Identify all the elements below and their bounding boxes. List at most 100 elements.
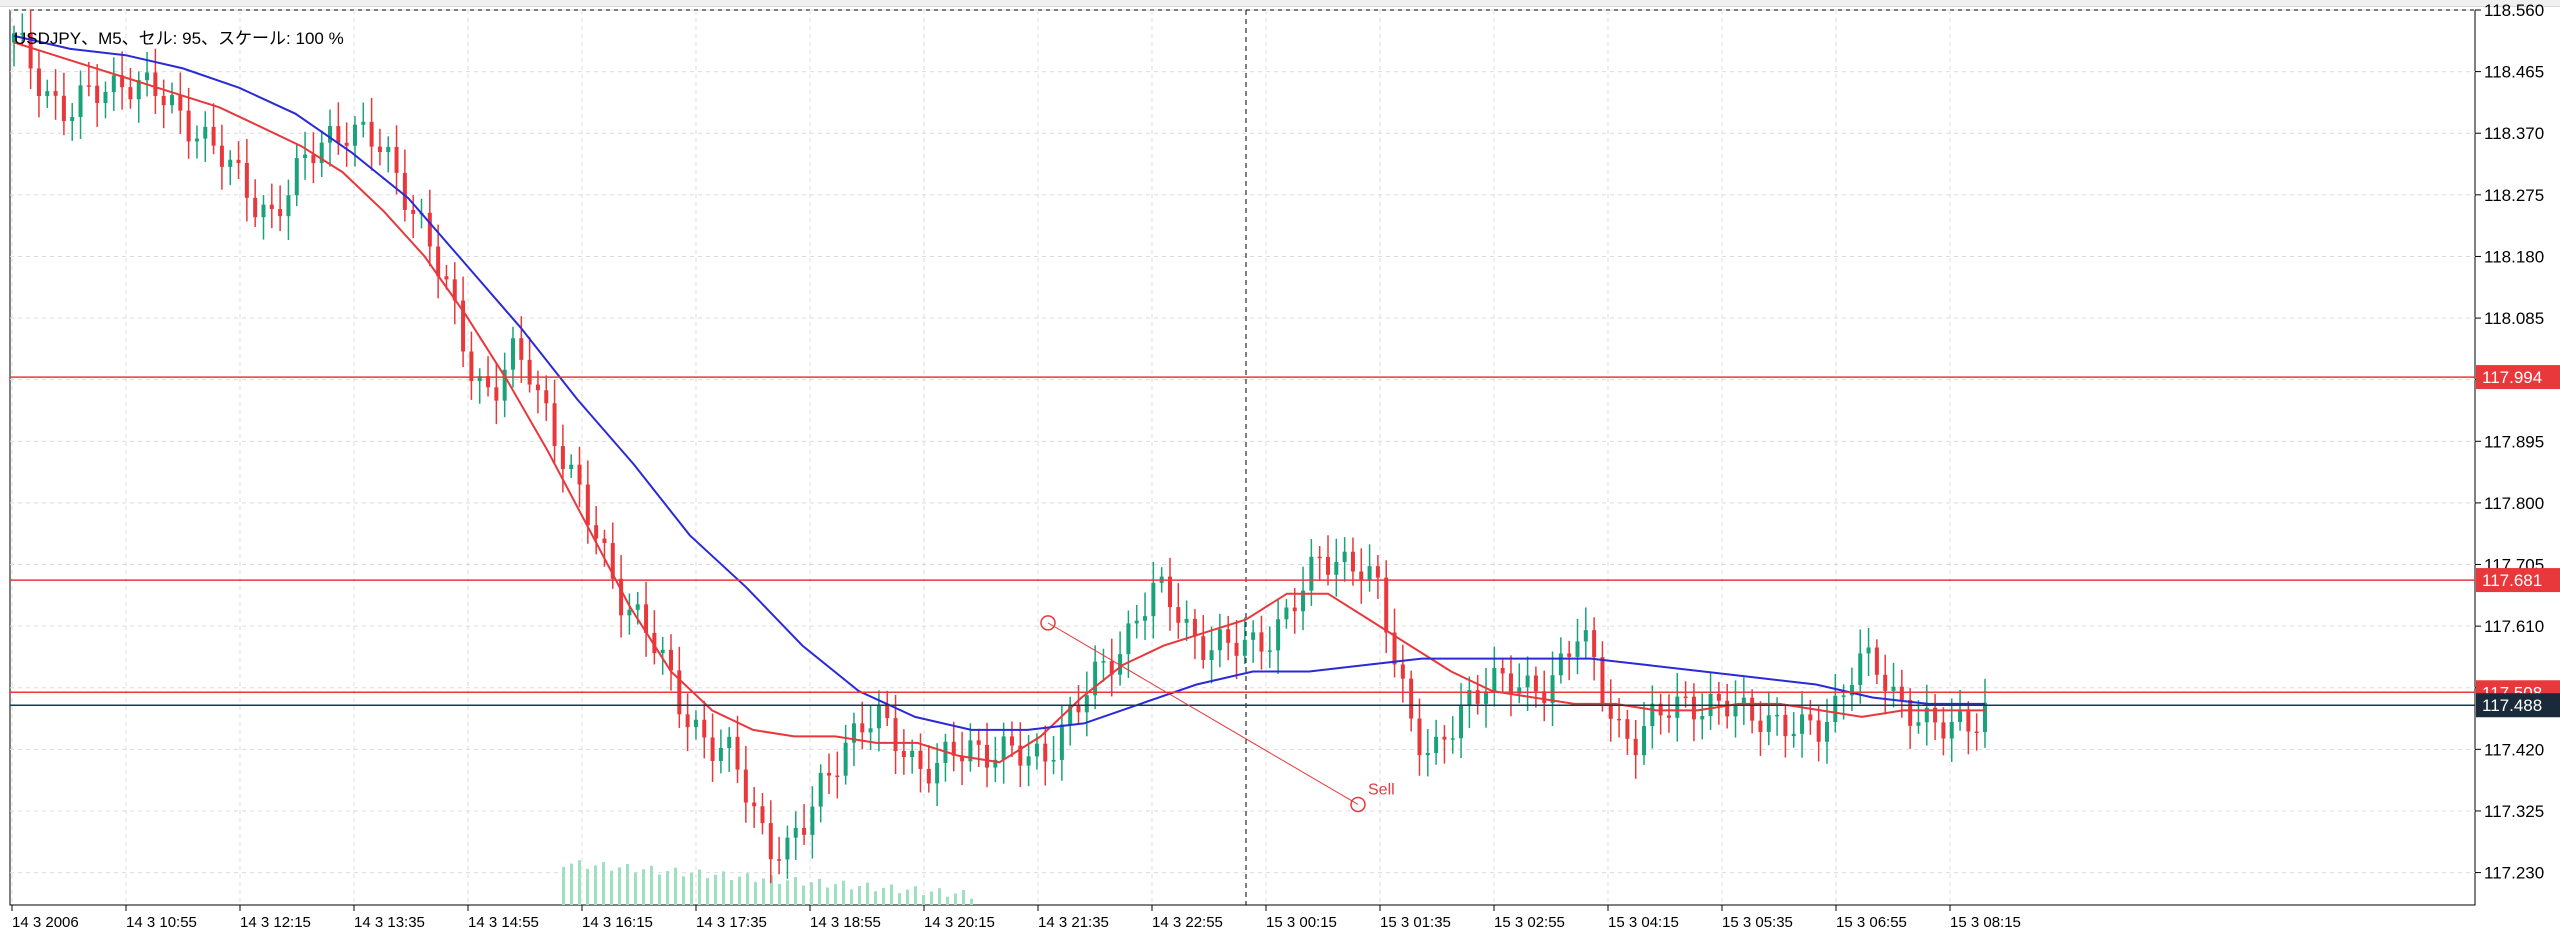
candle-body <box>1617 718 1622 721</box>
candle-body <box>153 72 158 96</box>
candle-body <box>1026 756 1031 766</box>
candle-bear <box>1592 617 1597 681</box>
candle-bull <box>1267 626 1272 668</box>
candle-bull <box>1575 618 1580 675</box>
candle-body <box>1209 650 1214 661</box>
x-tick-label: 14 3 12:15 <box>240 914 311 931</box>
candle-bear <box>161 79 166 129</box>
volume-bar <box>938 888 941 905</box>
candle-body <box>594 525 599 539</box>
candle-body <box>552 403 557 447</box>
candle-bull <box>45 79 50 108</box>
volume-bar <box>610 870 613 905</box>
y-tick-label: 117.610 <box>2484 617 2544 636</box>
candle-bear <box>835 751 840 799</box>
candle-body <box>311 154 316 164</box>
candle-body <box>669 649 673 671</box>
candle-bear <box>585 460 590 544</box>
toolbar-strip[interactable] <box>0 0 2560 7</box>
plot-area[interactable] <box>9 9 2476 906</box>
candle-bull <box>194 125 199 159</box>
candle-bear <box>128 67 133 109</box>
trade-sell[interactable]: Sell <box>1040 615 1395 813</box>
x-tick-label: 15 3 00:15 <box>1266 914 1337 931</box>
candle-bear <box>1683 681 1688 708</box>
candle-body <box>211 126 216 146</box>
volume-bar <box>970 898 973 905</box>
volume-bar <box>898 893 901 905</box>
candle-body <box>1226 629 1231 643</box>
candle-body <box>477 376 482 382</box>
y-tick-label: 118.465 <box>2484 63 2544 82</box>
candle-body <box>1392 632 1397 665</box>
candle-bear <box>1009 721 1014 758</box>
candle-body <box>1666 715 1671 718</box>
candle-body <box>194 138 199 142</box>
candle-bear <box>1716 681 1721 725</box>
candle-body <box>469 351 474 382</box>
volume-bar <box>962 890 965 905</box>
candle-bear <box>777 836 782 875</box>
candle-bear <box>685 693 690 752</box>
candle-body <box>286 195 291 217</box>
y-tick-label: 118.085 <box>2484 309 2544 328</box>
candle-body <box>244 162 249 198</box>
volume-bar <box>746 873 749 905</box>
volume-bar <box>850 889 853 905</box>
candle-body <box>727 736 732 748</box>
candle-body <box>178 94 183 111</box>
candle-bull <box>718 729 723 774</box>
candle-body <box>901 751 906 758</box>
candle-bear <box>1542 670 1547 722</box>
volume-bar <box>786 880 789 905</box>
candle-body <box>1425 752 1430 756</box>
candle-body <box>1683 696 1688 699</box>
candle-body <box>602 538 607 544</box>
candle-bear <box>768 800 773 884</box>
candle-bull <box>1583 607 1588 659</box>
candle-bull <box>993 736 998 783</box>
candle-body <box>1151 582 1156 617</box>
candle-bull <box>170 82 175 114</box>
candle-body <box>111 75 116 92</box>
candle-body <box>253 197 258 218</box>
candle-body <box>1034 743 1039 757</box>
candle-body <box>1367 566 1372 580</box>
candle-bull <box>1550 651 1555 727</box>
volume-bar <box>642 869 645 905</box>
candle-body <box>1192 618 1197 637</box>
candle-bear <box>1633 720 1638 779</box>
volume-bar <box>922 894 925 905</box>
candle-body <box>1600 657 1605 704</box>
candle-bull <box>1459 683 1464 759</box>
candle-bull <box>1949 698 1954 762</box>
candle-bull <box>1766 691 1771 746</box>
candle-body <box>1076 705 1081 713</box>
candle-body <box>1334 561 1339 575</box>
candle-bull <box>1849 667 1854 711</box>
x-tick-label: 14 3 18:55 <box>810 914 881 931</box>
candle-body <box>951 741 956 756</box>
candle-body <box>1009 736 1014 746</box>
volume-bar <box>754 881 757 905</box>
candle-body <box>12 33 16 43</box>
candle-body <box>743 769 748 803</box>
candle-bear <box>377 128 382 166</box>
candle-bull <box>203 111 208 162</box>
volume-bar <box>706 878 709 905</box>
candle-bear <box>444 264 449 290</box>
candle-bear <box>1234 620 1239 680</box>
candle-bear <box>36 51 41 118</box>
candle-bull <box>286 179 291 240</box>
volume-bar <box>594 865 597 905</box>
candle-bull <box>935 743 940 807</box>
candle-body <box>436 246 441 277</box>
candle-body <box>494 387 499 401</box>
candle-body <box>45 91 50 97</box>
candle-bull <box>627 593 632 635</box>
candle-body <box>1966 711 1971 732</box>
x-tick-label: 14 3 20:15 <box>924 914 995 931</box>
candle-bull <box>1741 677 1746 725</box>
